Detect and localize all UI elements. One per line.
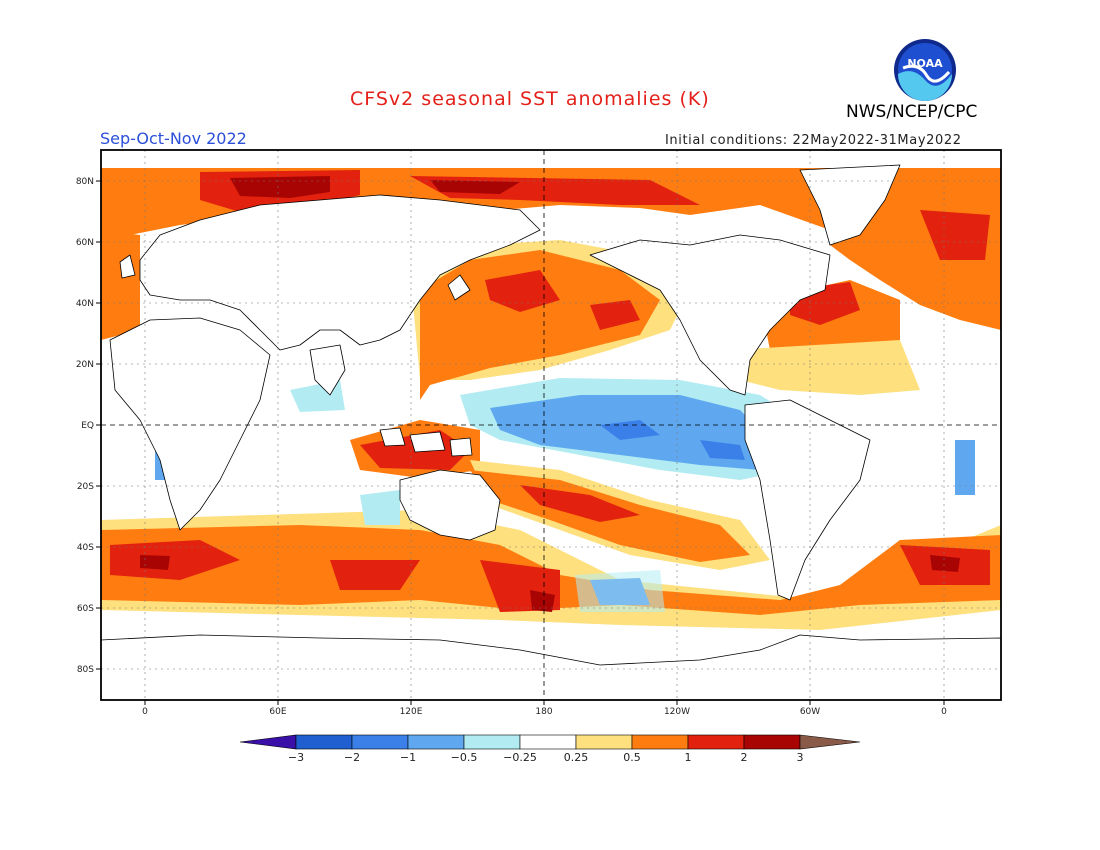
lon-label: 0 [941,707,947,717]
anomaly-weak-natl [730,340,920,395]
colorbar-swatch [743,734,801,750]
landmass-eurasia [139,194,541,351]
anomaly-strong-spacific [520,485,640,522]
longitude-labels: 0 60E 120E 180 120W 60W 0 [142,700,947,717]
anomaly-warm-natlantic [101,190,1001,340]
colorbar-swatch [575,734,633,750]
landmass-antarctica [100,634,1002,701]
lon-label: 120E [400,707,423,717]
lat-label: 40S [77,543,94,553]
lon-label: 0 [142,707,148,717]
colorbar-swatch [295,734,353,750]
colorbar-label: −0.25 [503,751,537,764]
anomaly-cold-strong [600,420,745,460]
colorbar-label: −3 [288,751,304,764]
lat-label: 40N [76,299,94,309]
anomaly-warm-npacific [420,250,660,400]
colorbar-label: −2 [344,751,360,764]
landmass-north-america [589,234,831,396]
colorbar-swatch [687,734,745,750]
landmass-indonesia [379,427,473,457]
season-label: Sep-Oct-Nov 2022 [100,129,247,148]
colorbar-label: 0.5 [623,751,641,764]
noaa-logo-icon: NOAA [894,39,956,101]
colorbar-swatch [463,734,521,750]
graticule [101,150,1001,700]
anomaly-field [101,168,1001,630]
colorbar-swatch [519,734,577,750]
landmass-uk [119,254,136,279]
colorbar-swatch [631,734,689,750]
colorbar-arrow-min [239,734,297,750]
lon-label: 180 [535,707,552,717]
organization-label: NWS/NCEP/CPC [846,102,978,122]
anomaly-extreme-arctic [230,176,520,198]
lon-label: 60W [800,707,820,717]
lat-label: 60N [76,238,94,248]
colorbar-arrow-max [799,734,861,750]
colorbar-label: 1 [685,751,692,764]
lat-label: 80N [76,177,94,187]
lon-label: 60E [269,707,286,717]
lat-label: EQ [81,421,94,431]
anomaly-strong-southern [110,540,990,612]
map-title: CFSv2 seasonal SST anomalies (K) [350,88,710,110]
initial-conditions-label: Initial conditions: 22May2022-31May2022 [665,133,962,148]
lat-label: 20N [76,360,94,370]
colorbar: −3 −2 −1 −0.5 −0.25 0.25 0.5 1 2 3 [239,734,861,764]
landmass-greenland [799,164,901,246]
landmass-australia [399,469,501,541]
anomaly-extreme-southern [140,555,960,612]
colorbar-swatch [351,734,409,750]
landmass-japan [447,274,471,301]
landmass-africa [109,317,271,531]
landmass-india [309,344,346,396]
anomaly-cold-weak-southern [575,570,665,612]
lat-label: 20S [77,482,94,492]
colorbar-swatch [407,734,465,750]
continents [100,164,1002,701]
colorbar-label: 0.25 [564,751,589,764]
colorbar-label: 2 [741,751,748,764]
anomaly-strong-natl [790,210,990,325]
anomaly-strong-npacific [485,270,640,330]
logo-text: NOAA [907,57,943,70]
anomaly-cool-indian [290,380,400,525]
latitude-labels: 80N 60N 40N 20N EQ 20S 40S 60S 80S [76,177,101,675]
lat-label: 80S [77,665,94,675]
anomaly-warm-southern [101,525,1001,615]
colorbar-label: −1 [400,751,416,764]
landmass-south-america [744,399,871,601]
lat-label: 60S [77,604,94,614]
lon-label: 120W [664,707,690,717]
colorbar-label: 3 [797,751,804,764]
colorbar-label: −0.5 [451,751,478,764]
